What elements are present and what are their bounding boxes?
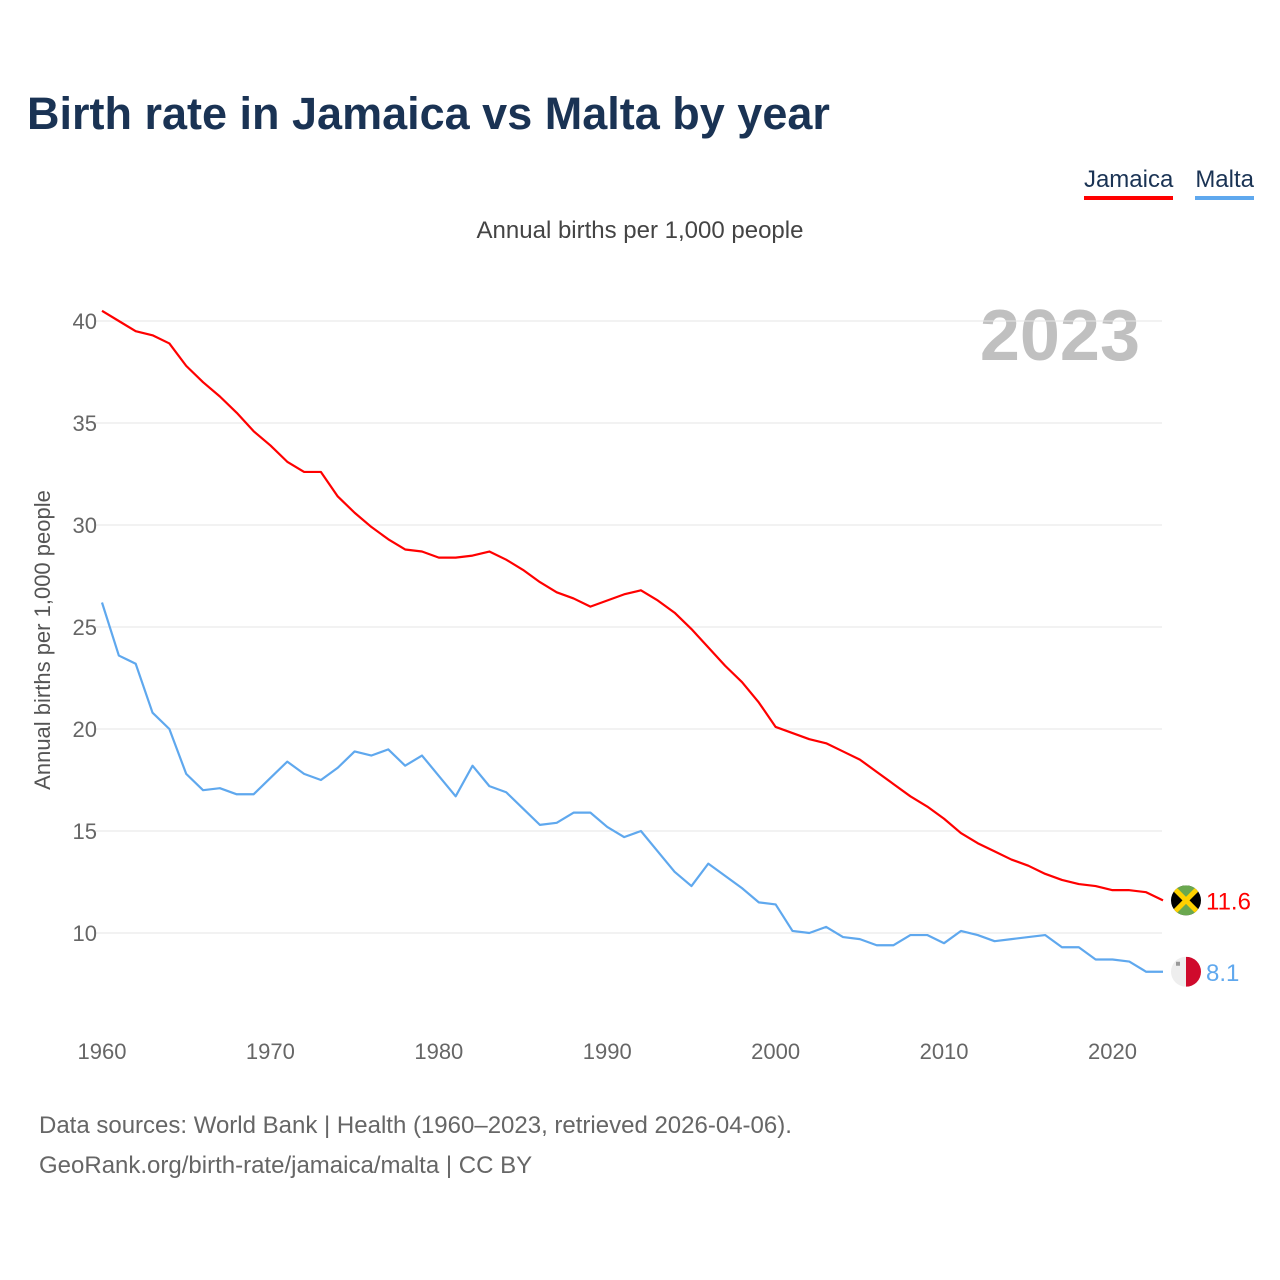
flag-red bbox=[1186, 956, 1201, 987]
end-value-label: 11.6 bbox=[1206, 888, 1251, 915]
series-line-malta bbox=[100, 602, 1163, 973]
y-tick-label: 30 bbox=[73, 513, 97, 538]
source-line-1: Data sources: World Bank | Health (1960–… bbox=[39, 1112, 792, 1139]
y-axis-label: Annual births per 1,000 people bbox=[30, 490, 55, 790]
x-tick-label: 1980 bbox=[414, 1039, 463, 1064]
x-tick-label: 2000 bbox=[751, 1039, 800, 1064]
jamaica-flag-icon bbox=[1171, 885, 1201, 916]
flag-body bbox=[1171, 956, 1201, 987]
legend-malta[interactable]: Malta bbox=[1195, 166, 1254, 200]
y-tick-label: 40 bbox=[73, 309, 97, 334]
y-tick-label: 25 bbox=[73, 615, 97, 640]
x-tick-label: 1960 bbox=[78, 1039, 127, 1064]
x-tick-label: 1970 bbox=[246, 1039, 295, 1064]
legend-jamaica[interactable]: Jamaica bbox=[1083, 166, 1174, 200]
chart-title: Birth rate in Jamaica vs Malta by year bbox=[27, 88, 830, 139]
y-tick-label: 20 bbox=[73, 717, 97, 742]
x-tick-label: 2020 bbox=[1088, 1039, 1137, 1064]
flag-green bbox=[1171, 900, 1201, 916]
x-tick-label: 2010 bbox=[920, 1039, 969, 1064]
x-tick-label: 1990 bbox=[583, 1039, 632, 1064]
year-label: 2023 bbox=[980, 296, 1140, 376]
end-value-label: 8.1 bbox=[1206, 960, 1239, 987]
flag-cross bbox=[1176, 961, 1180, 966]
y-tick-label: 10 bbox=[73, 921, 97, 946]
flag-green bbox=[1171, 885, 1201, 901]
flag-white bbox=[1171, 956, 1186, 987]
legend: Jamaica Malta bbox=[1083, 166, 1254, 200]
malta-flag-icon bbox=[1171, 956, 1201, 987]
source-note: Data sources: World Bank | Health (1960–… bbox=[39, 1106, 792, 1186]
y-tick-label: 15 bbox=[73, 819, 97, 844]
chart-subtitle: Annual births per 1,000 people bbox=[476, 217, 804, 244]
flag-body bbox=[1171, 885, 1201, 916]
source-line-2[interactable]: GeoRank.org/birth-rate/jamaica/malta | C… bbox=[39, 1152, 533, 1179]
y-tick-label: 35 bbox=[73, 411, 97, 436]
flag-saltire bbox=[1171, 885, 1201, 916]
series-line-jamaica bbox=[101, 309, 1164, 902]
